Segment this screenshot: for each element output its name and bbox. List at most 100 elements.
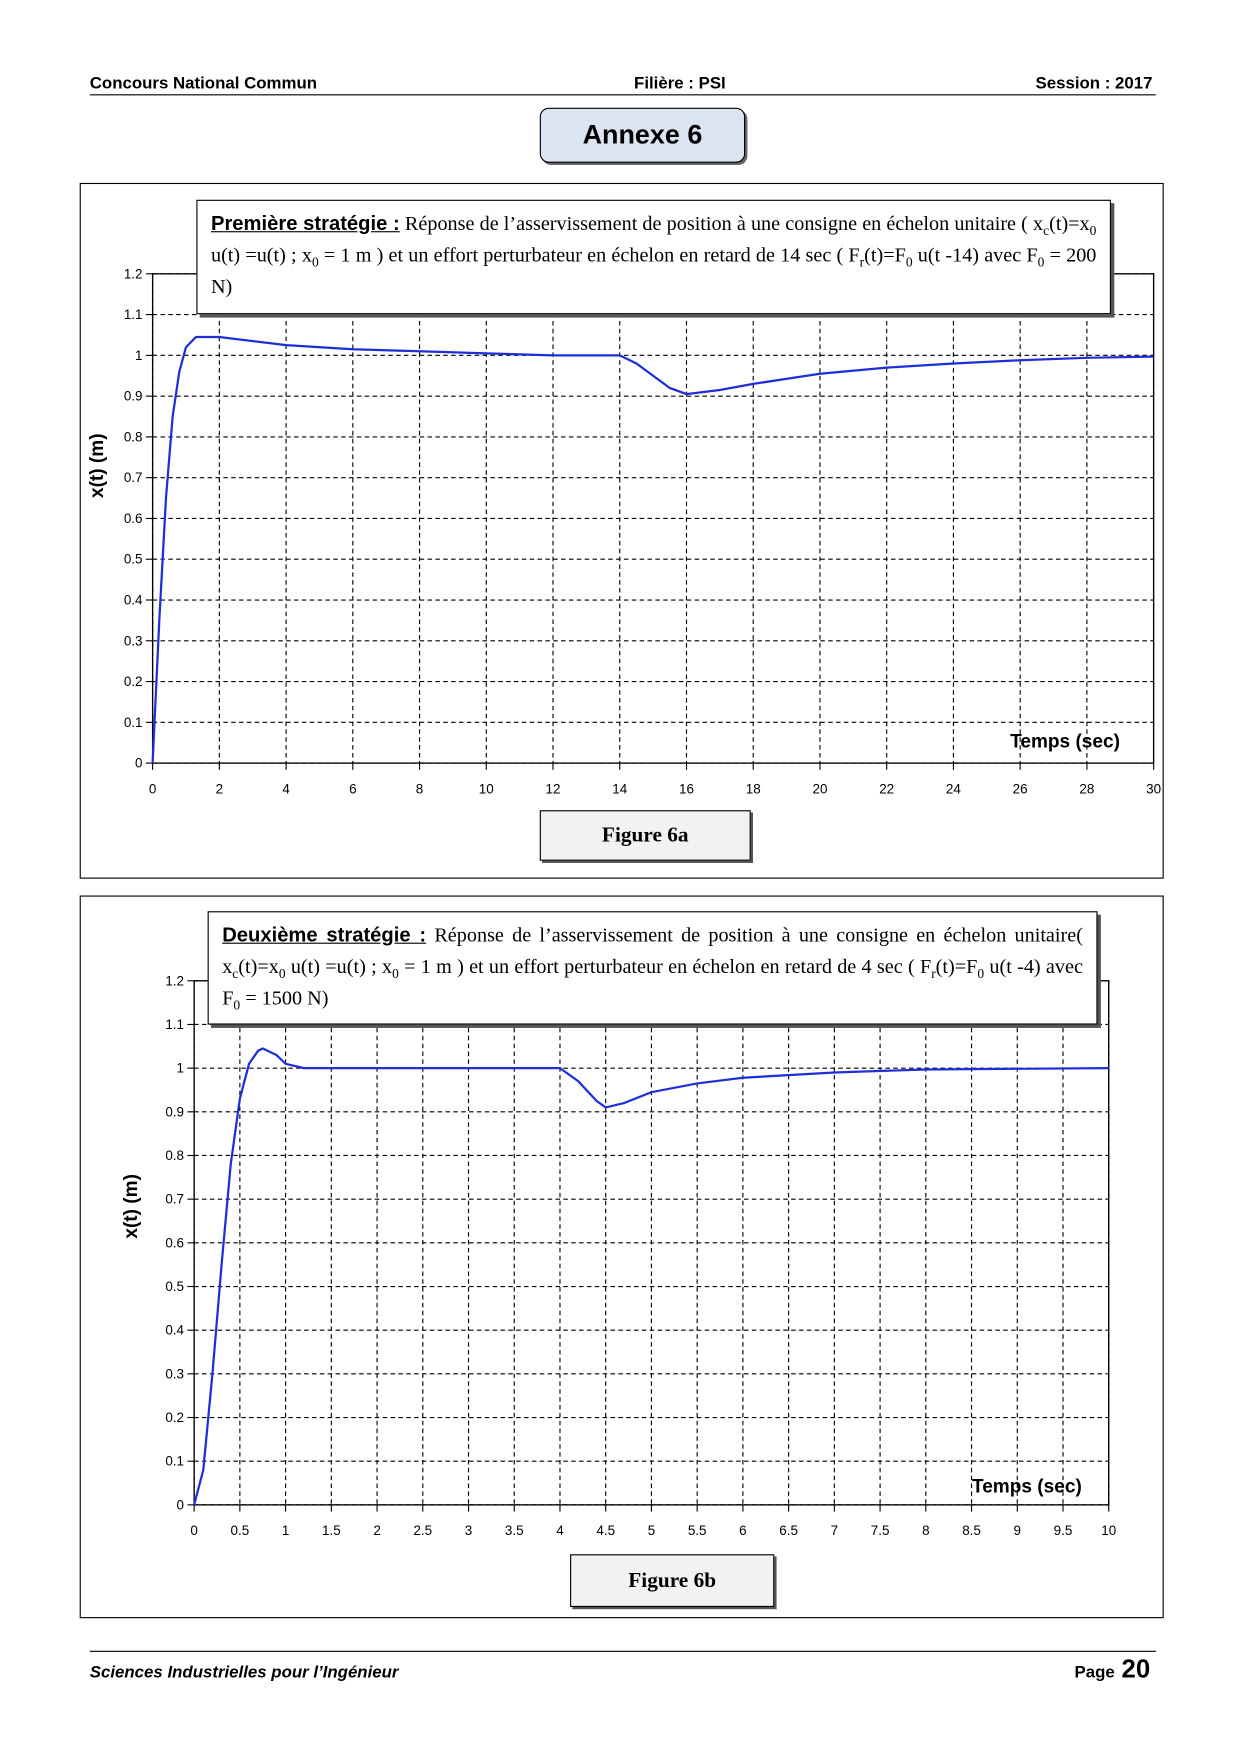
y-tick-label: 1.2 bbox=[124, 266, 143, 281]
x-tick-label: 0.5 bbox=[231, 1523, 250, 1538]
y-tick-label: 0 bbox=[177, 1497, 184, 1512]
y-tick-label: 1.2 bbox=[165, 973, 184, 988]
strategy-heading: Deuxième stratégie : bbox=[222, 923, 427, 947]
x-tick-label: 8 bbox=[922, 1523, 929, 1538]
x-tick-label: 0 bbox=[190, 1523, 197, 1538]
y-tick-label: 0.2 bbox=[165, 1410, 184, 1425]
description-text: = 1500 N) bbox=[240, 986, 329, 1009]
x-tick-label: 28 bbox=[1079, 781, 1094, 796]
x-tick-label: 6 bbox=[349, 781, 356, 796]
subscript: 0 bbox=[392, 965, 399, 982]
y-tick-label: 0.6 bbox=[124, 511, 143, 526]
response-curve bbox=[151, 335, 1154, 764]
subscript: 0 bbox=[311, 254, 319, 270]
y-tick-label: 0.6 bbox=[165, 1235, 184, 1250]
description-text: (t)=x bbox=[238, 954, 279, 978]
y-tick-label: 1.1 bbox=[124, 307, 143, 322]
x-tick-label: 22 bbox=[879, 781, 894, 796]
figure-frame bbox=[79, 895, 1164, 1619]
description-text: Réponse de l’asservissement de position … bbox=[404, 212, 1044, 235]
subscript: r bbox=[859, 254, 865, 270]
description-text: (t)=F bbox=[935, 954, 978, 978]
x-tick-label: 7.5 bbox=[871, 1523, 890, 1538]
page-word: Page bbox=[1074, 1663, 1115, 1683]
y-axis-label: x(t) (m) bbox=[121, 1174, 142, 1239]
y-tick-label: 0.4 bbox=[124, 592, 143, 607]
x-tick-label: 6 bbox=[739, 1523, 746, 1538]
x-tick-label: 30 bbox=[1146, 781, 1161, 796]
subscript: 0 bbox=[1037, 254, 1045, 270]
y-tick-label: 0.7 bbox=[124, 470, 143, 485]
strategy-heading: Première stratégie : bbox=[210, 212, 400, 235]
description-text: Réponse de l’asservissement de position … bbox=[222, 923, 1083, 978]
description-text: u(t) =u(t) ; x bbox=[210, 243, 312, 266]
y-tick-label: 0 bbox=[135, 756, 142, 771]
description-text: = 1 m ) et un effort perturbateur en éch… bbox=[318, 243, 860, 266]
y-tick-label: 0.1 bbox=[124, 715, 143, 730]
response-curve bbox=[193, 1047, 1109, 1506]
x-tick-label: 9 bbox=[1014, 1523, 1021, 1538]
y-tick-label: 0.5 bbox=[165, 1279, 184, 1294]
x-tick-label: 4 bbox=[282, 781, 290, 796]
y-tick-label: 0.9 bbox=[165, 1104, 184, 1119]
description-text: (t)=x bbox=[1049, 212, 1090, 235]
x-tick-label: 2 bbox=[216, 781, 223, 796]
y-tick-label: 0.8 bbox=[124, 429, 143, 444]
x-tick-label: 24 bbox=[946, 781, 961, 796]
description-text: (t)=F bbox=[864, 243, 906, 266]
subscript: 0 bbox=[977, 965, 985, 982]
y-tick-label: 0.1 bbox=[165, 1454, 184, 1469]
x-axis-label: Temps (sec) bbox=[972, 1477, 1082, 1498]
x-tick-label: 7 bbox=[831, 1523, 838, 1538]
page-number: 20 bbox=[1121, 1654, 1151, 1684]
header-rule bbox=[89, 94, 1156, 96]
y-tick-label: 0.3 bbox=[124, 633, 143, 648]
x-tick-label: 3 bbox=[465, 1523, 472, 1538]
x-tick-label: 5.5 bbox=[688, 1523, 707, 1538]
x-tick-label: 2.5 bbox=[413, 1523, 432, 1538]
figure-caption: Figure 6b bbox=[570, 1554, 775, 1607]
description-text: = 200 N) bbox=[210, 243, 1097, 298]
subscript: c bbox=[232, 965, 239, 982]
figure-description: Première stratégie : Réponse de l’asserv… bbox=[196, 199, 1111, 315]
description-text: u(t -4) avec F bbox=[222, 954, 1083, 1009]
x-tick-label: 6.5 bbox=[779, 1523, 798, 1538]
y-tick-label: 1.1 bbox=[165, 1017, 184, 1032]
x-tick-label: 10 bbox=[1101, 1523, 1116, 1538]
header-center: Filière : PSI bbox=[634, 74, 726, 94]
x-tick-label: 0 bbox=[149, 781, 156, 796]
x-tick-label: 10 bbox=[479, 781, 494, 796]
description-text: u(t -14) avec F bbox=[912, 243, 1038, 266]
figure-description: Deuxième stratégie : Réponse de l’asserv… bbox=[207, 911, 1098, 1025]
y-tick-label: 0.2 bbox=[124, 674, 143, 689]
footer-left: Sciences Industrielles pour l’Ingénieur bbox=[89, 1663, 399, 1683]
description-text: = 1 m ) et un effort perturbateur en éch… bbox=[398, 954, 932, 978]
x-tick-label: 14 bbox=[612, 781, 627, 796]
y-tick-label: 0.8 bbox=[165, 1148, 184, 1163]
x-tick-label: 4 bbox=[556, 1523, 564, 1538]
x-axis-label: Temps (sec) bbox=[1010, 731, 1120, 752]
figure-frame bbox=[79, 182, 1164, 879]
x-tick-label: 16 bbox=[679, 781, 694, 796]
subscript: 0 bbox=[233, 997, 241, 1013]
subscript: 0 bbox=[905, 254, 913, 270]
y-tick-label: 1 bbox=[177, 1061, 184, 1076]
x-tick-label: 26 bbox=[1013, 781, 1028, 796]
subscript: r bbox=[931, 965, 936, 982]
x-tick-label: 3.5 bbox=[505, 1523, 524, 1538]
y-tick-label: 1 bbox=[135, 348, 142, 363]
footer-page: Page 20 bbox=[1075, 1654, 1151, 1684]
x-tick-label: 12 bbox=[546, 781, 561, 796]
x-tick-label: 20 bbox=[812, 781, 827, 796]
y-tick-label: 0.5 bbox=[124, 552, 143, 567]
header-right: Session : 2017 bbox=[1035, 74, 1153, 94]
y-tick-label: 0.3 bbox=[165, 1366, 184, 1381]
y-tick-label: 0.9 bbox=[124, 389, 143, 404]
x-tick-label: 1 bbox=[282, 1523, 289, 1538]
y-tick-label: 0.7 bbox=[165, 1192, 184, 1207]
x-tick-label: 8 bbox=[416, 781, 423, 796]
x-tick-label: 9.5 bbox=[1054, 1523, 1073, 1538]
